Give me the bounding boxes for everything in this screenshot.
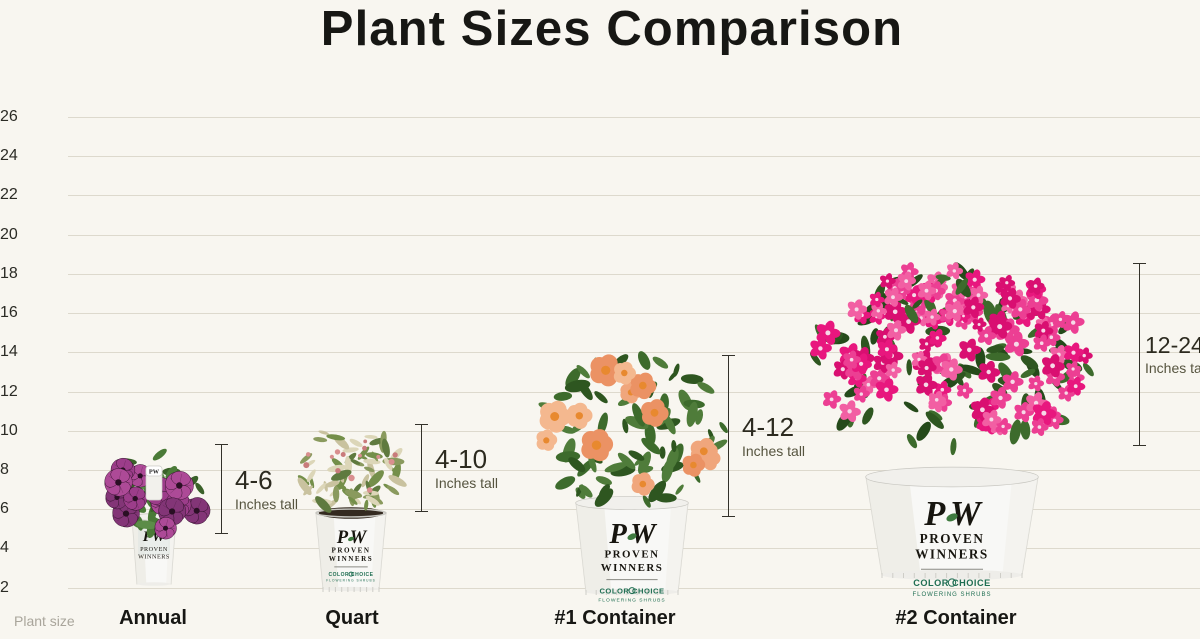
svg-text:P W: P W bbox=[923, 495, 983, 533]
svg-text:PROVEN: PROVEN bbox=[605, 549, 660, 561]
svg-text:WINNERS: WINNERS bbox=[601, 562, 664, 574]
svg-text:WINNERS: WINNERS bbox=[138, 553, 170, 560]
svg-text:PROVEN: PROVEN bbox=[920, 531, 985, 546]
svg-text:PROVEN: PROVEN bbox=[140, 546, 168, 553]
svg-text:FLOWERING SHRUBS: FLOWERING SHRUBS bbox=[326, 578, 375, 582]
svg-text:FLOWERING SHRUBS: FLOWERING SHRUBS bbox=[598, 598, 665, 604]
svg-text:COLOR CHOICE: COLOR CHOICE bbox=[329, 572, 374, 578]
svg-text:PW: PW bbox=[143, 529, 167, 545]
svg-text:FLOWERING SHRUBS: FLOWERING SHRUBS bbox=[912, 592, 991, 598]
svg-text:COLOR CHOICE: COLOR CHOICE bbox=[913, 578, 990, 588]
svg-text:WINNERS: WINNERS bbox=[329, 555, 373, 563]
svg-text:P W: P W bbox=[608, 519, 658, 550]
